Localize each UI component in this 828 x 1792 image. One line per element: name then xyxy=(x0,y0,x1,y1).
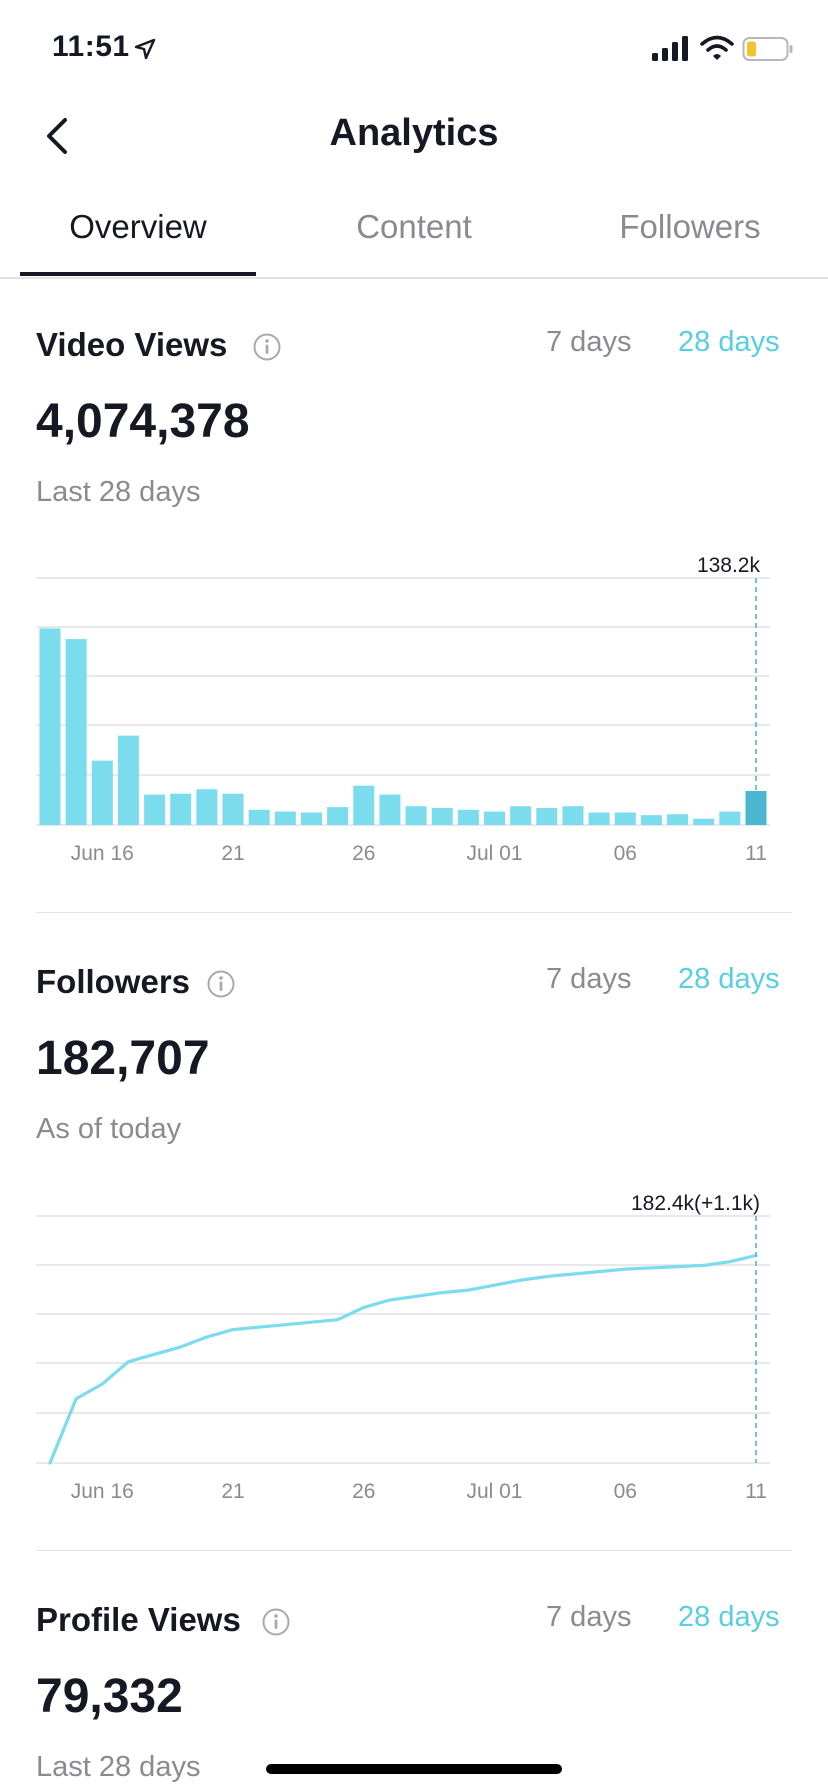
x-tick-label: Jul 01 xyxy=(466,1480,522,1503)
bar-jun-15 xyxy=(65,639,87,825)
x-tick-label: 26 xyxy=(352,1480,375,1503)
followers-series-line xyxy=(48,1253,758,1465)
video-views-period: Last 28 days xyxy=(36,476,201,508)
selected-value-label: 138.2k xyxy=(697,554,761,577)
followers-period: As of today xyxy=(36,1113,182,1145)
battery-low-icon xyxy=(742,37,793,61)
x-tick-label: 06 xyxy=(614,1480,637,1503)
bar-jun-19 xyxy=(170,793,192,825)
back-button[interactable] xyxy=(36,114,76,158)
page-title: Analytics xyxy=(329,112,499,154)
bar-jul-05 xyxy=(588,812,610,825)
x-tick-label: 06 xyxy=(614,842,637,865)
tab-followers[interactable]: Followers xyxy=(619,208,761,245)
home-indicator xyxy=(266,1764,562,1774)
bar-jul-08 xyxy=(667,814,689,825)
status-time: 11:51 xyxy=(52,30,130,63)
bar-jun-24 xyxy=(300,812,322,825)
status-bar: 11:51 xyxy=(0,0,828,100)
profile-views-title: Profile Views xyxy=(36,1601,241,1638)
x-tick-label: Jun 16 xyxy=(71,1480,134,1503)
followers-title: Followers xyxy=(36,963,191,1000)
chevron-left-icon xyxy=(47,118,67,154)
video-views-bar-chart: Jun 16 21 26 Jul 01 06 11 138.2k xyxy=(36,554,770,865)
nav-bar: Analytics xyxy=(0,100,828,190)
active-tab-indicator xyxy=(20,272,256,276)
info-icon[interactable] xyxy=(261,1607,291,1637)
video-views-value: 4,074,378 xyxy=(36,395,250,448)
wifi-icon xyxy=(700,35,734,60)
x-tick-label: 26 xyxy=(352,842,375,865)
tab-overview[interactable]: Overview xyxy=(69,208,207,245)
bar-jun-29 xyxy=(431,808,453,825)
x-tick-label: 21 xyxy=(221,842,244,865)
range-7-days-button[interactable]: 7 days xyxy=(546,963,632,995)
x-tick-label: 11 xyxy=(745,842,767,865)
profile-views-value: 79,332 xyxy=(36,1670,183,1723)
range-28-days-button[interactable]: 28 days xyxy=(678,1601,780,1633)
section-divider xyxy=(36,1550,792,1551)
bar-jul-07 xyxy=(640,815,662,825)
followers-value: 182,707 xyxy=(36,1032,210,1085)
bar-jun-18 xyxy=(144,794,166,825)
bar-jun-16 xyxy=(91,760,113,825)
bar-jul-06 xyxy=(614,812,636,825)
bar-jun-26 xyxy=(353,785,375,825)
bar-jun-22 xyxy=(248,809,270,825)
video-views-title: Video Views xyxy=(36,326,228,363)
bar-jul-04 xyxy=(562,806,584,825)
bar-jul-01 xyxy=(484,811,506,825)
bar-jun-23 xyxy=(274,811,296,825)
bar-jun-30 xyxy=(457,809,479,825)
x-tick-label: Jun 16 xyxy=(71,842,134,865)
location-arrow-icon xyxy=(134,38,156,60)
bar-jun-17 xyxy=(117,735,139,825)
bar-jul-10 xyxy=(719,811,741,825)
range-28-days-button[interactable]: 28 days xyxy=(678,326,780,358)
bar-jun-21 xyxy=(222,793,244,825)
bar-jul-11 xyxy=(745,791,767,825)
profile-views-period: Last 28 days xyxy=(36,1751,201,1783)
x-tick-label: Jul 01 xyxy=(466,842,522,865)
bar-jun-20 xyxy=(196,789,218,825)
bar-jul-09 xyxy=(693,818,715,825)
tab-content[interactable]: Content xyxy=(356,208,472,245)
x-tick-label: 11 xyxy=(745,1480,767,1503)
bar-jul-03 xyxy=(536,808,558,825)
bar-jun-25 xyxy=(327,807,349,825)
bar-jul-02 xyxy=(510,806,532,825)
cellular-signal-icon xyxy=(652,36,688,61)
bar-jun-27 xyxy=(379,794,401,825)
bar-jun-28 xyxy=(405,806,427,825)
section-divider xyxy=(36,912,792,913)
tab-bar: Overview Content Followers xyxy=(0,190,828,279)
info-icon[interactable] xyxy=(206,969,236,999)
bar-jun-14 xyxy=(39,628,61,825)
info-icon[interactable] xyxy=(252,332,282,362)
range-28-days-button[interactable]: 28 days xyxy=(678,963,780,995)
range-7-days-button[interactable]: 7 days xyxy=(546,326,632,358)
x-tick-label: 21 xyxy=(221,1480,244,1503)
followers-line-chart: Jun 16 21 26 Jul 01 06 11 182.4k(+1.1k) xyxy=(36,1192,770,1503)
selected-value-label: 182.4k(+1.1k) xyxy=(631,1192,760,1215)
range-7-days-button[interactable]: 7 days xyxy=(546,1601,632,1633)
